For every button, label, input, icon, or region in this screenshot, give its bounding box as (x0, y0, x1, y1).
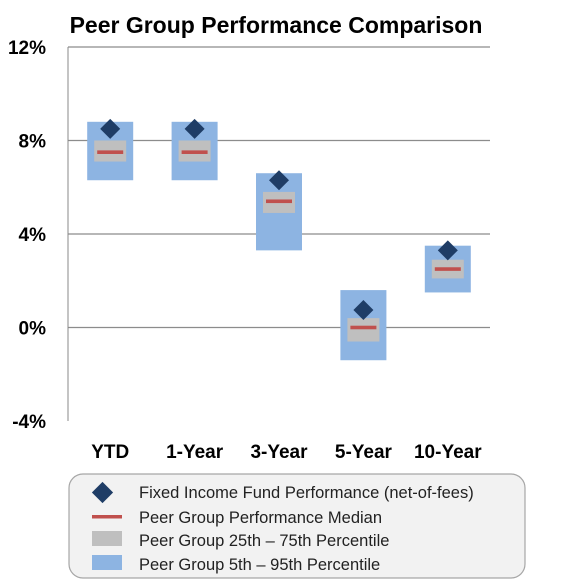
x-tick-label: 3-Year (250, 442, 308, 463)
x-tick-label: 10-Year (414, 442, 482, 463)
fund-performance-diamond (353, 299, 374, 320)
y-tick-label: -4% (12, 412, 46, 433)
chart-title: Peer Group Performance Comparison (70, 12, 483, 38)
median-marker (350, 325, 377, 330)
legend-label-median: Peer Group Performance Median (139, 509, 382, 527)
median-marker (266, 199, 292, 204)
legend-label-fund: Fixed Income Fund Performance (net-of-fe… (139, 484, 474, 502)
legend-label-5-95: Peer Group 5th – 95th Percentile (139, 556, 380, 574)
x-tick-label: YTD (91, 442, 129, 463)
fund-performance-markers (100, 118, 458, 320)
legend-label-25-75: Peer Group 25th – 75th Percentile (139, 532, 389, 550)
y-tick-label: 12% (8, 38, 46, 59)
legend-box (68, 473, 526, 579)
legend: Fixed Income Fund Performance (net-of-fe… (68, 473, 526, 579)
median-marker (181, 150, 208, 154)
percentile-25-75-band (347, 318, 380, 342)
median-markers (97, 150, 461, 330)
fund-performance-diamond (100, 118, 121, 139)
percentile-5-95-bands (87, 121, 471, 361)
median-marker (97, 150, 124, 154)
blue-box-icon (92, 555, 122, 570)
y-axis-ticks: 12% 8% 4% 0% -4% (8, 38, 46, 433)
dash-icon (92, 515, 122, 519)
x-tick-label: 1-Year (166, 442, 224, 463)
y-tick-label: 0% (19, 319, 47, 340)
y-tick-label: 4% (19, 225, 47, 246)
x-tick-label: 5-Year (335, 442, 393, 463)
y-tick-label: 8% (19, 132, 47, 153)
median-marker (434, 267, 461, 271)
x-axis-ticks: YTD 1-Year 3-Year 5-Year 10-Year (91, 442, 482, 463)
fund-performance-diamond (184, 118, 205, 139)
fund-performance-diamond (437, 240, 458, 261)
fund-performance-diamond (269, 170, 289, 191)
gray-box-icon (92, 531, 122, 546)
